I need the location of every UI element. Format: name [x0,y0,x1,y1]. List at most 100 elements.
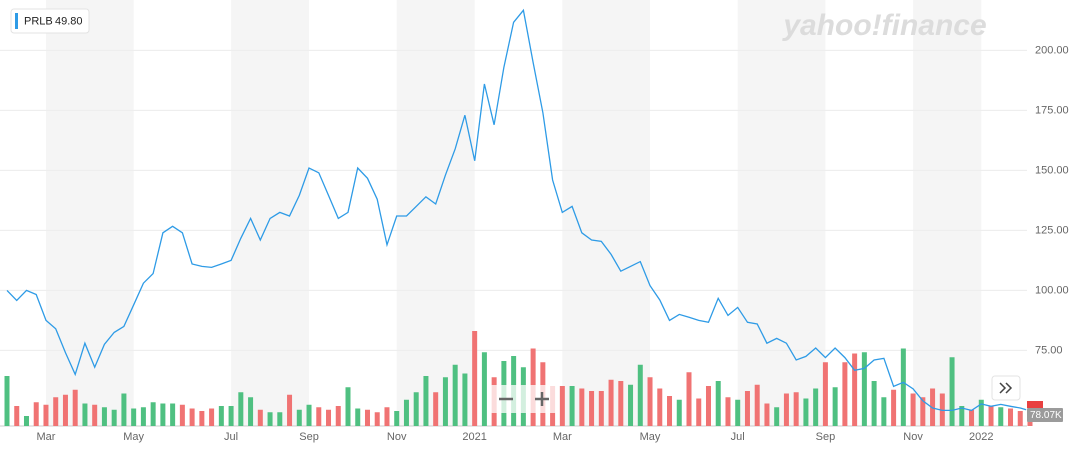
volume-bar [783,393,789,426]
volume-bar [228,406,234,426]
volume-bar [442,377,448,426]
month-stripe [231,0,310,426]
volume-bar [628,384,634,426]
volume-bar [472,331,478,426]
expand-button[interactable] [991,375,1021,401]
volume-bar [822,362,828,426]
volume-bar [852,353,858,426]
volume-bar [618,381,624,426]
month-stripe [396,0,475,426]
volume-bar [209,408,215,426]
month-stripe [913,0,982,426]
y-tick-label: 75.00 [1035,344,1063,356]
volume-bar [481,352,487,426]
volume-bar [257,409,263,426]
volume-bar [14,406,20,426]
volume-bar [832,387,838,426]
volume-bar [111,409,117,426]
price-line [6,8,1031,412]
volume-bar [72,389,78,426]
volume-bar [218,406,224,426]
volume-bar [744,391,750,426]
x-tick-label: Nov [903,431,923,443]
volume-bar [374,412,380,426]
volume-label-box [1027,408,1063,422]
zoom-controls [489,385,559,413]
volume-bar [1008,408,1014,426]
legend: PRLB 49.80 [10,8,90,34]
volume-bar [384,407,390,426]
volume-bar [988,406,994,426]
month-stripe [45,0,134,426]
legend-box [10,8,90,34]
volume-bar [676,399,682,426]
volume-bar [959,406,965,426]
volume-bar [33,402,39,426]
volume-bar [774,407,780,426]
volume-bar [637,364,643,426]
x-tick-label: Sep [299,431,319,443]
volume-bar [326,409,332,426]
volume-bar [569,386,575,426]
x-tick-label: May [640,431,661,443]
y-tick-label: 175.00 [1035,104,1069,116]
y-tick-label: 125.00 [1035,224,1069,236]
volume-bar [355,408,361,426]
volume-bar [881,397,887,426]
volume-flag [1027,401,1043,408]
volume-bar [23,416,29,426]
x-tick-label: Mar [553,431,572,443]
volume-bar [598,391,604,426]
month-stripe [562,0,651,426]
legend-swatch [15,13,18,29]
legend-value: 49.80 [55,15,83,27]
y-tick-label: 200.00 [1035,44,1069,56]
volume-bar [199,411,205,426]
volume-bar [871,381,877,426]
volume-bar [101,407,107,426]
volume-bar [579,388,585,426]
x-tick-label: Sep [816,431,836,443]
volume-bar [248,397,254,426]
expand-icon[interactable] [999,382,1013,394]
volume-bar [62,394,68,426]
volume-bar [179,404,185,426]
volume-bar [170,403,176,426]
volume-bar [978,399,984,426]
volume-bar [1017,411,1023,426]
volume-bar [725,397,731,426]
volume-bar [403,399,409,426]
volume-bar [686,372,692,426]
x-tick-label: Nov [387,431,407,443]
volume-bar [949,357,955,426]
volume-bar [364,409,370,426]
volume-bar [394,411,400,426]
x-tick-label: May [123,431,144,443]
volume-bar [150,402,156,426]
volume-bar [296,409,302,426]
volume-bar [82,403,88,426]
volume-bar [920,397,926,426]
volume-bar [861,352,867,426]
volume-bar [423,376,429,426]
volume-bar [287,394,293,426]
volume-bar [969,409,975,426]
volume-bar [121,393,127,426]
x-tick-label: 2022 [969,431,993,443]
volume-bar [53,397,59,426]
volume-bar [900,348,906,426]
volume-bar [238,392,244,426]
volume-bar [559,386,565,426]
volume-bar [657,388,663,426]
volume-bar [306,404,312,426]
volume-bar [793,392,799,426]
volume-bar [43,404,49,426]
month-stripe [737,0,826,426]
volume-bar [667,396,673,426]
volume-bar [589,391,595,426]
x-tick-label: 2021 [462,431,486,443]
y-tick-label: 100.00 [1035,284,1069,296]
volume-bar [335,406,341,426]
volume-bar [345,387,351,426]
